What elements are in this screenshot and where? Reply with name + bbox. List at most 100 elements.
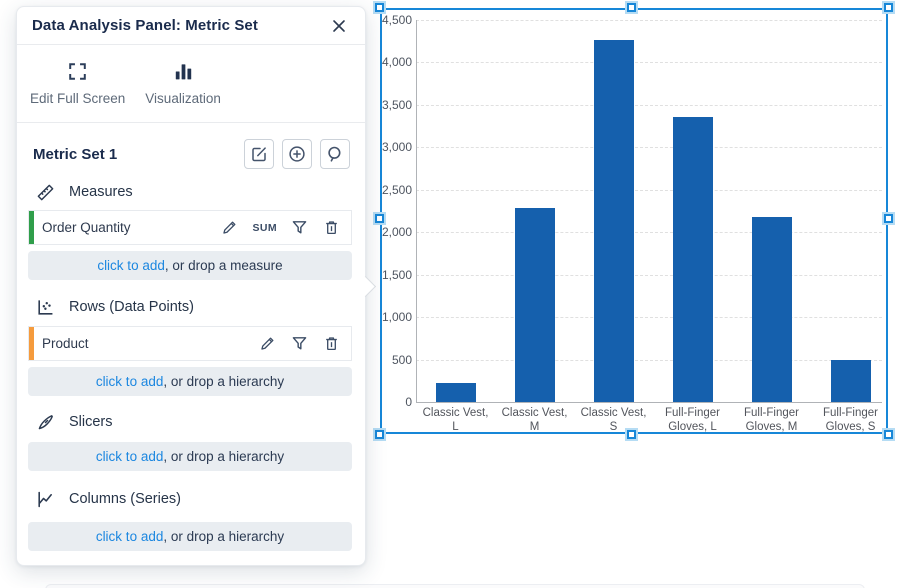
edit-measure-button[interactable] — [220, 218, 239, 237]
add-column-bar[interactable]: click to add, or drop a hierarchy — [28, 522, 352, 551]
add-bar-text: , or drop a measure — [164, 258, 283, 273]
search-metric-set-button[interactable] — [320, 139, 350, 169]
gridline — [416, 147, 882, 149]
bar[interactable] — [435, 383, 476, 402]
tool-label: Visualization — [145, 91, 221, 106]
row-actions — [258, 334, 351, 353]
knife-icon — [38, 414, 53, 429]
x-category-label: Classic Vest, L — [422, 407, 489, 433]
y-tick-label: 4,000 — [382, 55, 413, 70]
section-label: Slicers — [69, 414, 113, 430]
add-metric-set-button[interactable] — [282, 139, 312, 169]
bar-chart-icon — [175, 64, 191, 80]
gridline — [416, 104, 882, 106]
y-tick-label: 1,000 — [382, 310, 413, 325]
panel-toolbar: Edit Full Screen Visualization — [17, 45, 365, 123]
edit-square-icon — [252, 147, 266, 162]
measure-item-order-quantity[interactable]: Order Quantity SUM — [28, 210, 352, 245]
x-category-label: Full-Finger Gloves, S — [823, 407, 878, 433]
visualization-button[interactable]: Visualization — [145, 59, 221, 106]
y-tick-label: 3,000 — [382, 140, 413, 155]
close-button[interactable] — [327, 14, 351, 38]
section-header-measures: Measures — [35, 181, 352, 203]
section-header-slicers: Slicers — [35, 410, 352, 434]
delete-row-button[interactable] — [322, 334, 341, 353]
ruler-icon — [37, 184, 54, 200]
gridline — [416, 232, 882, 234]
metric-set-row: Metric Set 1 — [33, 139, 350, 169]
y-axis-line — [416, 20, 417, 402]
bar[interactable] — [593, 39, 634, 402]
pencil-icon — [223, 221, 236, 234]
fullscreen-icon — [69, 63, 86, 80]
filter-row-button[interactable] — [290, 334, 309, 353]
edit-row-button[interactable] — [258, 334, 277, 353]
add-bar-text: , or drop a hierarchy — [163, 374, 285, 389]
gridline — [416, 274, 882, 276]
click-to-add-link[interactable]: click to add — [95, 374, 164, 389]
panel-content: Metric Set 1 Measures — [17, 139, 365, 551]
x-category-label: Classic Vest, S — [580, 407, 647, 433]
resize-handle-e[interactable] — [884, 214, 893, 223]
click-to-add-link[interactable]: click to add — [95, 529, 164, 544]
y-tick-label: 2,500 — [382, 182, 413, 197]
section-label: Columns (Series) — [69, 491, 181, 507]
click-to-add-link[interactable]: click to add — [97, 258, 165, 273]
row-label: Product — [42, 336, 89, 351]
trash-icon — [326, 221, 337, 235]
section-header-columns: Columns (Series) — [35, 487, 352, 511]
resize-handle-w[interactable] — [375, 214, 384, 223]
gridline — [416, 317, 882, 319]
y-tick-label: 500 — [391, 352, 412, 367]
resize-handle-se[interactable] — [884, 430, 893, 439]
bar[interactable] — [514, 208, 555, 402]
filter-measure-button[interactable] — [290, 218, 309, 237]
y-tick-label: 3,500 — [382, 97, 413, 112]
y-tick-label: 0 — [405, 395, 412, 409]
add-measure-bar[interactable]: click to add, or drop a measure — [28, 251, 352, 280]
row-item-product[interactable]: Product — [28, 326, 352, 361]
bar[interactable] — [751, 216, 792, 402]
filter-icon — [292, 221, 307, 234]
bar[interactable] — [672, 116, 713, 402]
x-axis-line — [416, 402, 882, 403]
resize-handle-n[interactable] — [627, 3, 636, 12]
plus-circle-icon — [289, 146, 305, 162]
gridline — [416, 20, 882, 21]
measure-accent-bar — [29, 211, 34, 244]
chart-visual[interactable]: 0 500 1,000 1,500 2,000 2,500 3,000 3,500 4,000 4… — [375, 3, 893, 439]
row-accent-bar — [29, 327, 34, 360]
bar-chart-plot: 0 500 1,000 1,500 2,000 2,500 3,000 3,500 4,000 4… — [382, 10, 886, 433]
add-slicer-bar[interactable]: click to add, or drop a hierarchy — [28, 442, 352, 471]
section-header-rows: Rows (Data Points) — [35, 295, 352, 319]
pencil-icon — [261, 337, 274, 350]
panel-header: Data Analysis Panel: Metric Set — [17, 7, 365, 45]
aggregator-label[interactable]: SUM — [252, 221, 277, 234]
bar[interactable] — [830, 360, 871, 402]
measure-label: Order Quantity — [42, 220, 131, 235]
close-icon — [333, 19, 345, 32]
edit-metric-set-button[interactable] — [244, 139, 274, 169]
gridline — [416, 189, 882, 191]
resize-handle-sw[interactable] — [375, 430, 384, 439]
delete-measure-button[interactable] — [322, 218, 341, 237]
add-row-bar[interactable]: click to add, or drop a hierarchy — [28, 367, 352, 396]
resize-handle-s[interactable] — [627, 430, 636, 439]
gridline — [416, 62, 882, 64]
edit-full-screen-button[interactable]: Edit Full Screen — [30, 59, 125, 106]
measure-actions: SUM — [220, 218, 351, 237]
line-chart-icon — [38, 491, 52, 507]
y-tick-label: 1,500 — [382, 267, 413, 282]
section-label: Rows (Data Points) — [69, 299, 194, 315]
x-category-label: Full-Finger Gloves, L — [665, 407, 720, 433]
click-to-add-link[interactable]: click to add — [95, 449, 164, 464]
resize-handle-nw[interactable] — [375, 3, 384, 12]
y-tick-label: 4,500 — [382, 13, 413, 27]
resize-handle-ne[interactable] — [884, 3, 893, 12]
x-category-label: Classic Vest, M — [501, 407, 568, 433]
x-category-label: Full-Finger Gloves, M — [744, 407, 799, 433]
metric-set-actions — [244, 139, 350, 169]
scatter-plot-icon — [38, 299, 53, 315]
metric-set-title: Metric Set 1 — [33, 145, 118, 163]
